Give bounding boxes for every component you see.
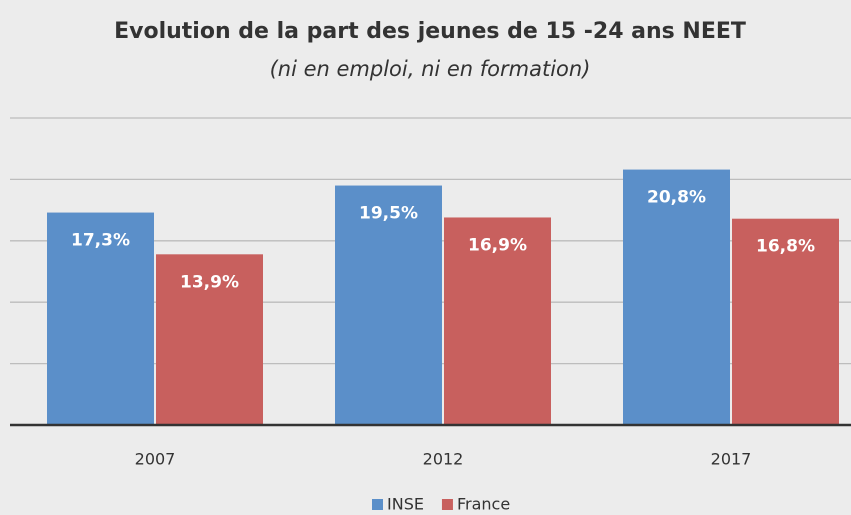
- x-tick-label: 2007: [135, 450, 176, 469]
- value-label: 16,9%: [468, 235, 527, 255]
- chart-title: Evolution de la part des jeunes de 15 -2…: [114, 19, 746, 44]
- bar: [335, 185, 442, 425]
- value-label: 13,9%: [180, 272, 239, 292]
- value-label: 17,3%: [71, 231, 130, 251]
- bar: [47, 212, 154, 425]
- legend-swatch: [441, 499, 453, 510]
- x-tick-label: 2017: [711, 450, 752, 469]
- legend-swatch: [372, 499, 383, 510]
- value-label: 20,8%: [647, 188, 706, 208]
- bar: [732, 218, 839, 425]
- value-label: 19,5%: [359, 204, 418, 224]
- bar: [623, 169, 730, 425]
- value-label: 16,8%: [756, 237, 815, 257]
- chart-subtitle: (ni en emploi, ni en formation): [270, 57, 591, 81]
- legend-label: INSE: [387, 495, 424, 514]
- x-tick-label: 2012: [423, 450, 464, 469]
- legend-label: France: [457, 495, 510, 514]
- bar: [444, 217, 551, 425]
- bar: [156, 254, 263, 425]
